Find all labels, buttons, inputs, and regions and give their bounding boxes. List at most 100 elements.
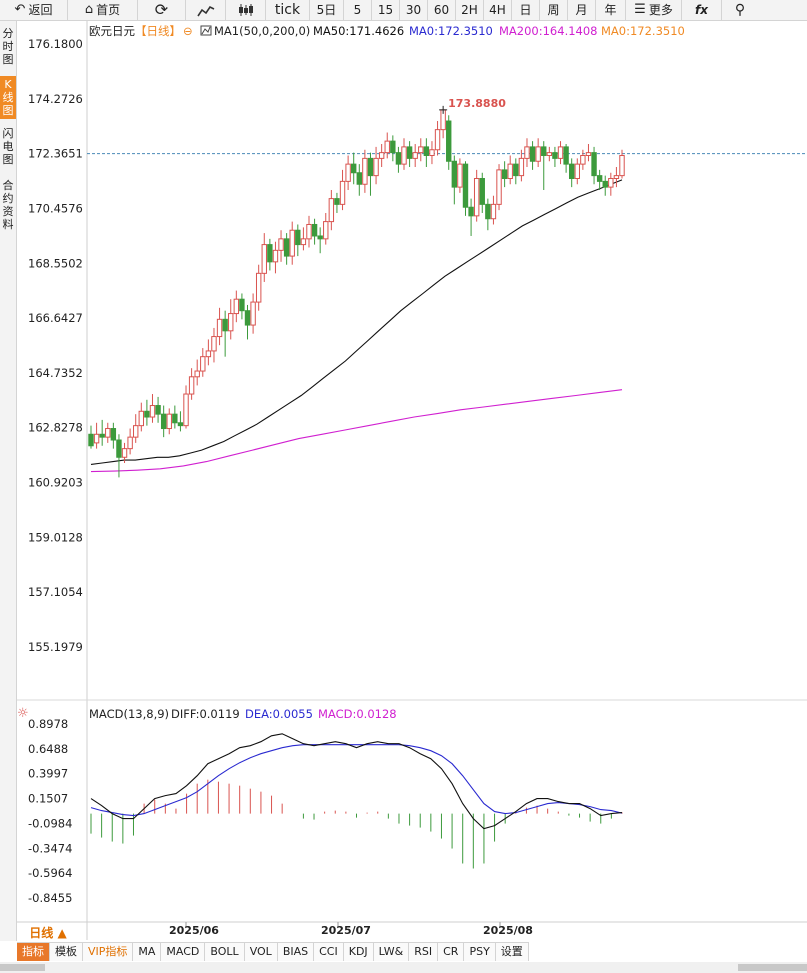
macd-tick-label: 0.6488 [28, 742, 68, 756]
tab-kdj[interactable]: KDJ [343, 943, 374, 961]
candle-down [222, 318, 228, 332]
tab-indicator[interactable]: 指标 [17, 943, 50, 961]
macd-tick-label: -0.8455 [28, 891, 72, 905]
period-4h[interactable]: 4H [484, 0, 512, 20]
tab-lw[interactable]: LW& [373, 943, 410, 961]
macd-tick-label: -0.5964 [28, 866, 72, 880]
candle-down [88, 433, 94, 447]
candle-down [351, 163, 357, 174]
period-week[interactable]: 周 [540, 0, 568, 20]
macd-histogram [90, 779, 623, 869]
price-tick-label: 162.8278 [28, 421, 83, 435]
period-day[interactable]: 日 [512, 0, 540, 20]
candle-down [406, 146, 413, 159]
tab-macd[interactable]: MACD [161, 943, 206, 961]
tab-contract-info[interactable]: 合约资料 [2, 179, 14, 231]
candle-down [172, 413, 178, 424]
tab-template[interactable]: 模板 [50, 943, 83, 961]
candle-up [289, 229, 295, 257]
candle-up [323, 221, 329, 240]
tab-cci[interactable]: CCI [314, 943, 344, 961]
candle-up [121, 448, 128, 458]
date-tick-label: 2025/06 [169, 924, 219, 937]
candle-up [507, 163, 513, 179]
max-price-annotation: 173.8880 [439, 97, 506, 114]
macd-dea: DEA:0.0055 [245, 707, 313, 721]
line-chart-icon [196, 5, 214, 17]
candle-up [557, 146, 564, 159]
settings-circle-icon[interactable]: ⊖ [183, 24, 193, 38]
period-year[interactable]: 年 [596, 0, 626, 20]
candle-down [591, 152, 597, 177]
candle-up [183, 393, 189, 427]
price-tick-label: 166.6427 [28, 311, 83, 325]
macd-settings-icon[interactable]: ☼ [17, 706, 29, 721]
header-period[interactable]: 【日线】 [135, 24, 181, 38]
tab-flash[interactable]: 闪电图 [2, 127, 14, 166]
candle-up [412, 152, 418, 159]
home-button[interactable]: ⌂ 首页 [68, 0, 138, 20]
more-button[interactable]: ☰ 更多 [626, 0, 682, 20]
candle-down [239, 298, 245, 312]
horizontal-scrollbar[interactable] [0, 962, 807, 973]
candle-down [177, 422, 184, 427]
tab-rsi[interactable]: RSI [409, 943, 439, 961]
dea-line [90, 744, 623, 817]
candle-up [261, 244, 267, 274]
period-month[interactable]: 月 [568, 0, 596, 20]
tab-boll[interactable]: BOLL [205, 943, 245, 961]
period-selector[interactable]: 日线 ▲ [29, 926, 67, 940]
macd-tick-label: 0.1507 [28, 792, 68, 806]
candles [88, 109, 625, 478]
tab-vol[interactable]: VOL [244, 943, 278, 961]
candle-down [317, 235, 323, 240]
line-chart-toggle[interactable] [186, 0, 226, 20]
candle-up [228, 313, 234, 332]
tab-timeshare[interactable]: 分时图 [2, 27, 14, 66]
toolbar: ↶ 返回 ⌂ 首页 ⟳ tick 5日 5 15 30 60 2H 4H 日 周 月… [0, 0, 807, 21]
ma200-line [90, 389, 623, 473]
tab-settings[interactable]: 设置 [495, 943, 529, 961]
tick-button[interactable]: tick [266, 0, 310, 20]
candle-down [596, 175, 603, 182]
candle-down [395, 152, 402, 165]
candle-up [105, 428, 111, 438]
ma50-line [90, 179, 623, 465]
candle-chart-toggle[interactable] [226, 0, 266, 20]
scrollbar-thumb-left[interactable] [0, 964, 45, 971]
price-tick-label: 155.1979 [28, 640, 83, 654]
price-tick-label: 176.1800 [28, 37, 83, 51]
candle-up [188, 376, 195, 395]
candle-up [306, 223, 312, 240]
candle-up [255, 272, 262, 303]
period-2h[interactable]: 2H [456, 0, 484, 20]
formula-button[interactable]: fx [682, 0, 722, 20]
candle-up [535, 146, 541, 162]
price-tick-label: 170.4576 [28, 201, 83, 215]
period-5day[interactable]: 5日 [310, 0, 344, 20]
ma0-second-value: MA0:172.3510 [601, 24, 685, 38]
candle-down [552, 152, 558, 159]
candle-up [574, 163, 580, 179]
search-button[interactable]: ⚲ [722, 0, 758, 20]
candle-down [390, 140, 396, 154]
candle-down [155, 405, 161, 415]
refresh-button[interactable]: ⟳ [138, 0, 186, 20]
tab-cr[interactable]: CR [438, 943, 465, 961]
tab-psy[interactable]: PSY [464, 943, 496, 961]
candle-down [334, 198, 340, 205]
tab-bias[interactable]: BIAS [277, 943, 315, 961]
back-arrow-icon: ↶ [14, 2, 26, 17]
period-15min[interactable]: 15 [372, 0, 400, 20]
tab-ma[interactable]: MA [133, 943, 162, 961]
back-button[interactable]: ↶ 返回 [0, 0, 68, 20]
period-5min[interactable]: 5 [344, 0, 372, 20]
candle-down [110, 428, 117, 441]
price-tick-label: 157.1054 [28, 585, 83, 599]
tab-vip-indicator[interactable]: VIP指标 [83, 943, 134, 961]
period-30min[interactable]: 30 [400, 0, 428, 20]
period-60min[interactable]: 60 [428, 0, 456, 20]
scrollbar-thumb-right[interactable] [738, 964, 807, 971]
